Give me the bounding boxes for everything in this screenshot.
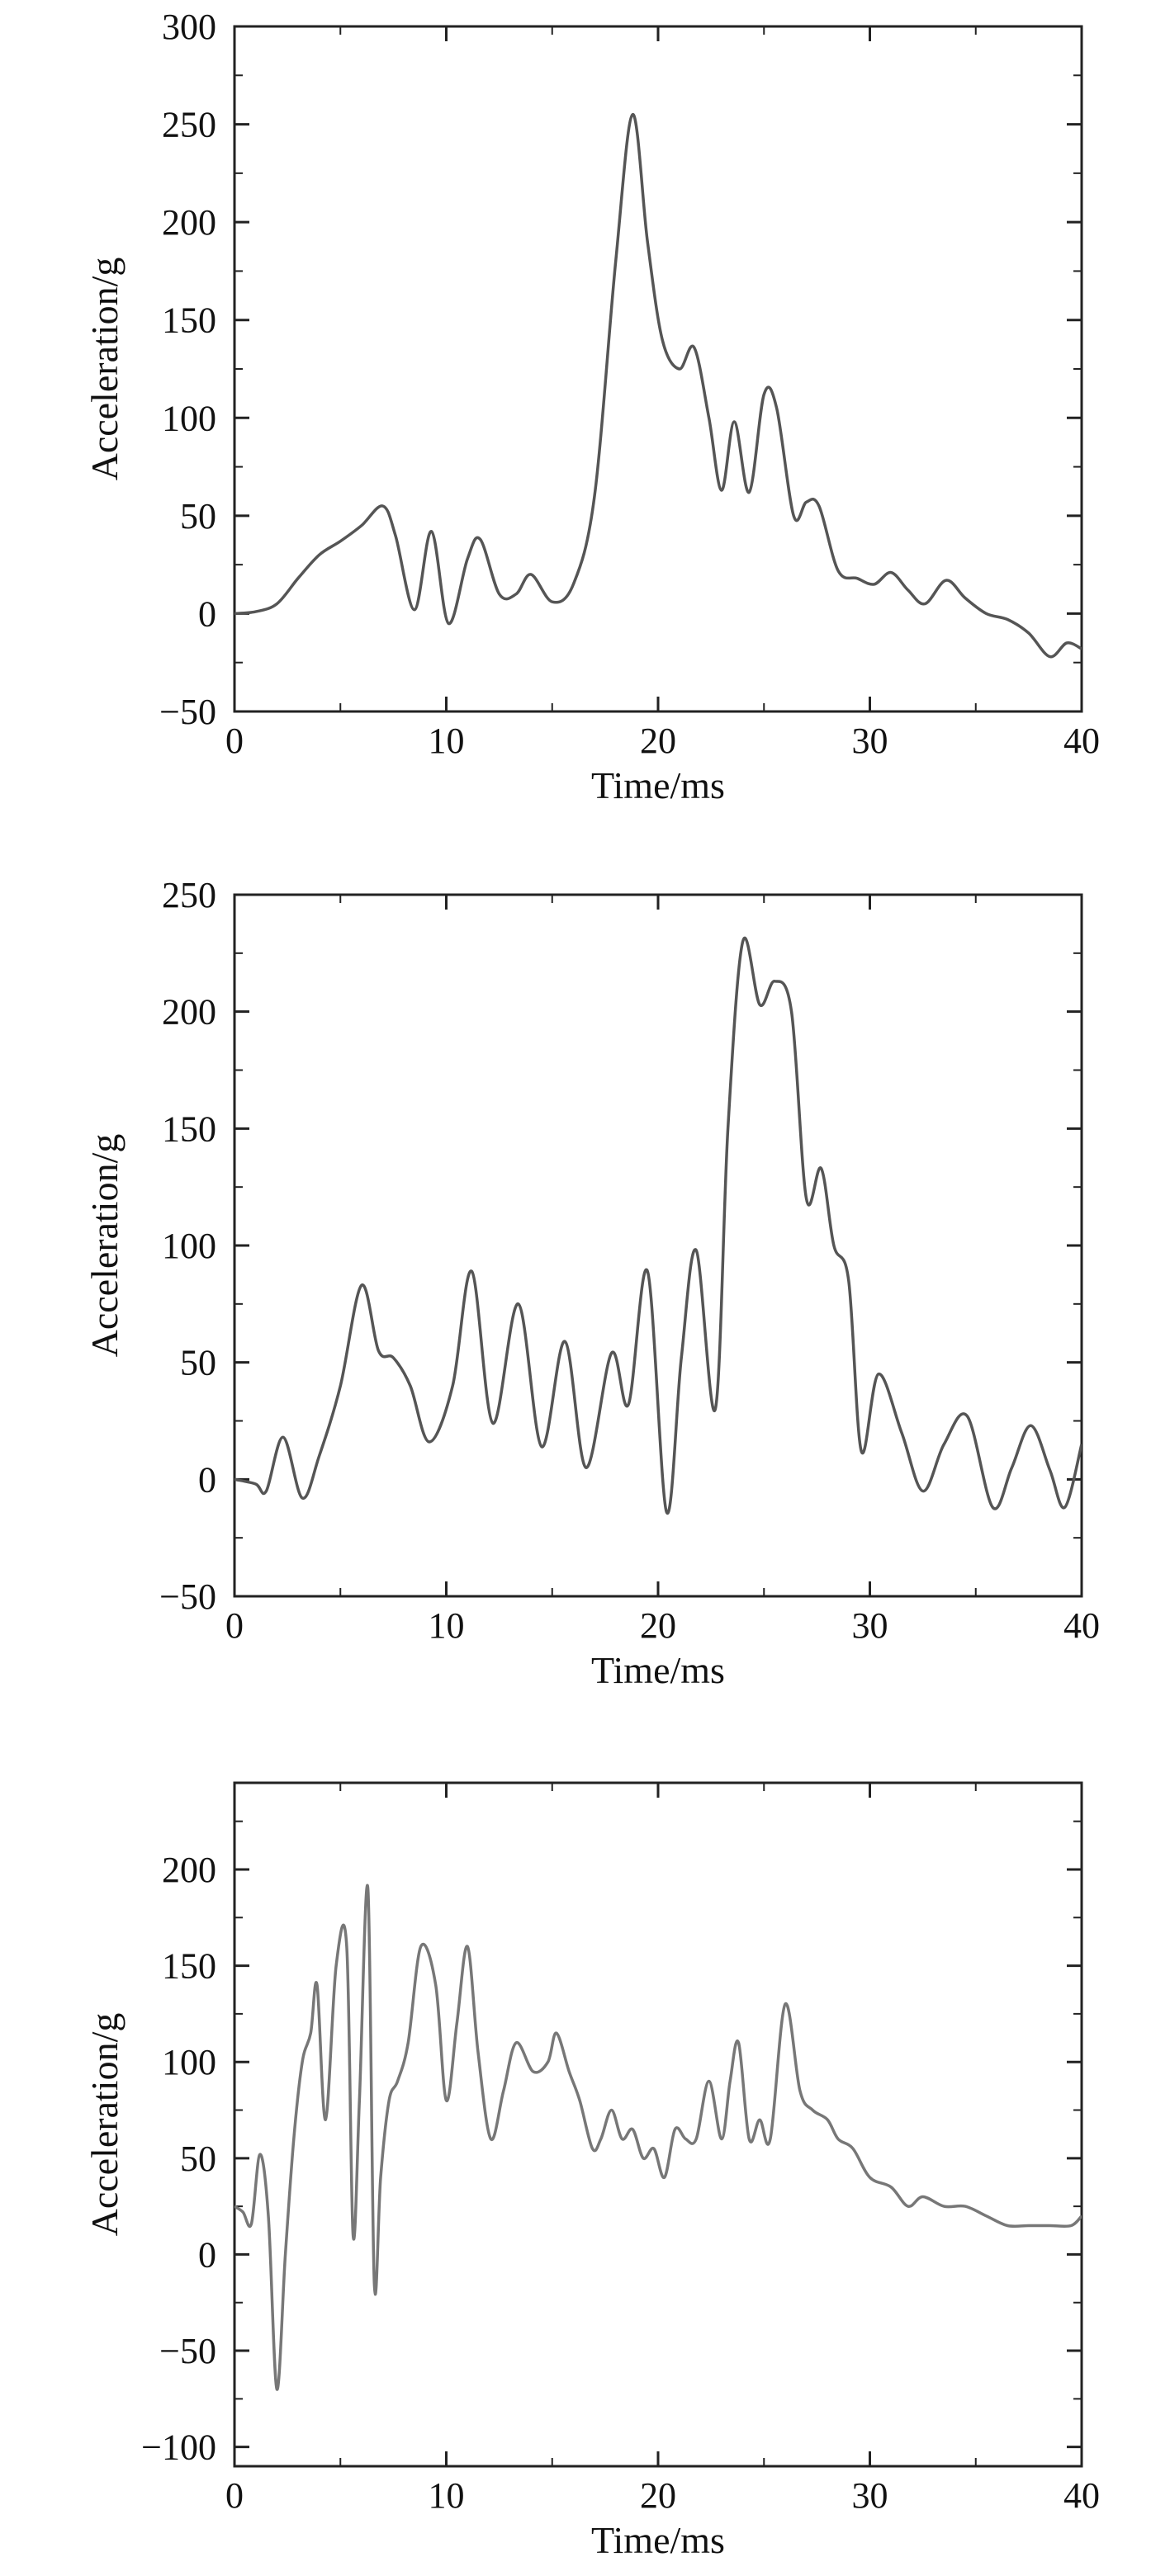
- y-tick-label: 150: [162, 1946, 216, 1987]
- chart-1: 0 10 20 30 40−50050100150200250300Time/msAcc…: [83, 7, 1100, 806]
- x-tick-label: 40: [1063, 2475, 1100, 2516]
- x-axis-label: Time/ms: [591, 1649, 725, 1691]
- x-tick-label: 10: [429, 2475, 465, 2516]
- y-tick-label: 0: [198, 593, 216, 634]
- x-tick-label: 0: [225, 1605, 244, 1646]
- y-tick-label: 300: [162, 7, 216, 47]
- x-axis-label: Time/ms: [591, 764, 725, 806]
- y-tick-label: 100: [162, 1226, 216, 1266]
- series-line-1: [234, 937, 1082, 1515]
- y-tick-label: 250: [162, 105, 216, 145]
- y-tick-label: 100: [162, 398, 216, 438]
- y-axis-label: Acceleration/g: [83, 258, 126, 481]
- y-tick-label: −50: [159, 2331, 216, 2371]
- y-tick-label: 200: [162, 202, 216, 243]
- x-tick-label: 20: [640, 2475, 676, 2516]
- x-tick-label: 40: [1063, 721, 1100, 761]
- y-tick-label: 0: [198, 2234, 216, 2275]
- chart-3: 0 10 20 30 40 −100 −50 0 50 100 150 200 Time/ms Accel…: [83, 1781, 1100, 2561]
- chart-2: 0 10 20 30 40−50050100150200250Time/msAccele…: [83, 875, 1100, 1691]
- y-tick-label: 100: [162, 2042, 216, 2082]
- y-axis-label: Acceleration/g: [83, 2013, 126, 2237]
- y-tick-label: 0: [198, 1459, 216, 1500]
- x-tick-label: 0: [225, 2475, 244, 2516]
- y-tick-label: 150: [162, 300, 216, 341]
- series-line-1: [234, 1884, 1082, 2391]
- y-tick-label: −50: [159, 692, 216, 732]
- x-tick-label: 30: [852, 1605, 888, 1646]
- y-axis-label: Acceleration/g: [83, 1134, 126, 1358]
- x-tick-label: 30: [852, 721, 888, 761]
- y-tick-label: 200: [162, 992, 216, 1033]
- y-tick-label: 50: [180, 496, 216, 536]
- y-tick-label: −100: [141, 2427, 216, 2468]
- plot-frame: [233, 1781, 1083, 2468]
- plot-frame: [233, 25, 1083, 713]
- x-tick-label: 10: [429, 1605, 465, 1646]
- y-tick-label: 50: [180, 2139, 216, 2179]
- x-tick-label: 40: [1063, 1605, 1100, 1646]
- plot-frame: [233, 893, 1083, 1598]
- y-tick-label: 50: [180, 1343, 216, 1383]
- series-line-1: [234, 112, 1082, 659]
- y-tick-label: −50: [159, 1576, 216, 1617]
- x-tick-label: 30: [852, 2475, 888, 2516]
- y-tick-label: 150: [162, 1108, 216, 1149]
- x-tick-label: 10: [429, 721, 465, 761]
- x-tick-label: 0: [225, 721, 244, 761]
- y-tick-label: 250: [162, 875, 216, 915]
- y-tick-label: 200: [162, 1850, 216, 1890]
- x-tick-label: 20: [640, 721, 676, 761]
- x-axis-label: Time/ms: [591, 2519, 725, 2561]
- x-tick-label: 20: [640, 1605, 676, 1646]
